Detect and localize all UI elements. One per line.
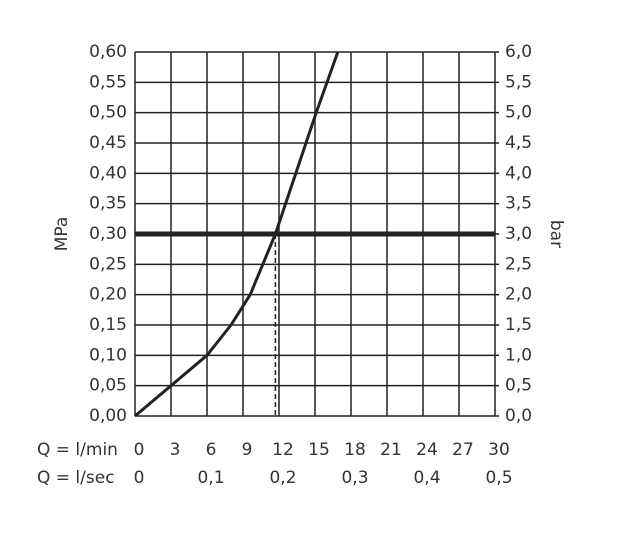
y-tick-label: 0,30 <box>89 224 127 244</box>
y2-tick-label: 0,5 <box>505 376 532 396</box>
y-tick-label: 0,40 <box>89 163 127 183</box>
y2-axis-label: bar <box>546 220 566 248</box>
x2-tick-label: 0,2 <box>269 468 296 488</box>
y2-tick-label: 4,5 <box>505 133 532 153</box>
y2-tick-label: 5,5 <box>505 72 532 92</box>
y2-tick-label: 1,5 <box>505 315 532 335</box>
y2-tick-label: 0,0 <box>505 406 532 426</box>
y-tick-label: 0,60 <box>89 42 127 62</box>
y-tick-label: 0,50 <box>89 103 127 123</box>
x2-tick-label: 0,5 <box>485 468 512 488</box>
x-tick-label: 9 <box>242 440 253 460</box>
y2-tick-label: 1,0 <box>505 345 532 365</box>
x-tick-label: 24 <box>416 440 438 460</box>
x-tick-label: 15 <box>308 440 330 460</box>
x2-tick-label: 0,1 <box>197 468 224 488</box>
x-tick-label: 0 <box>134 440 145 460</box>
y2-tick-label: 6,0 <box>505 42 532 62</box>
y2-tick-label: 2,5 <box>505 254 532 274</box>
y-tick-label: 0,55 <box>89 72 127 92</box>
x-tick-label: 12 <box>272 440 294 460</box>
y-tick-label: 0,25 <box>89 254 127 274</box>
x2-tick-label: 0 <box>134 468 145 488</box>
x2-axis-label: Q = l/sec <box>37 468 115 488</box>
y2-tick-label: 2,0 <box>505 285 532 305</box>
y-tick-label: 0,35 <box>89 194 127 214</box>
x-tick-label: 30 <box>488 440 510 460</box>
y-tick-label: 0,45 <box>89 133 127 153</box>
y2-tick-label: 3,5 <box>505 194 532 214</box>
y2-tick-label: 4,0 <box>505 163 532 183</box>
x-axis-label: Q = l/min <box>37 440 118 460</box>
y-tick-label: 0,00 <box>89 406 127 426</box>
x-tick-label: 3 <box>170 440 181 460</box>
y-tick-label: 0,20 <box>89 285 127 305</box>
y-tick-label: 0,15 <box>89 315 127 335</box>
x-tick-label: 18 <box>344 440 366 460</box>
x-tick-label: 21 <box>380 440 402 460</box>
x2-tick-label: 0,3 <box>341 468 368 488</box>
y-tick-label: 0,10 <box>89 345 127 365</box>
y2-tick-label: 3,0 <box>505 224 532 244</box>
x2-tick-label: 0,4 <box>413 468 440 488</box>
y-axis-label: MPa <box>52 217 72 252</box>
x-tick-label: 6 <box>206 440 217 460</box>
y-tick-label: 0,05 <box>89 376 127 396</box>
x-tick-label: 27 <box>452 440 474 460</box>
curve <box>134 51 340 418</box>
y2-tick-label: 5,0 <box>505 103 532 123</box>
